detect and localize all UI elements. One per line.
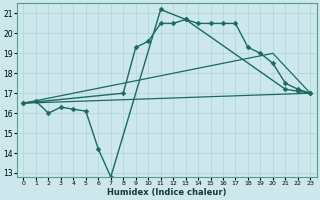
X-axis label: Humidex (Indice chaleur): Humidex (Indice chaleur) (107, 188, 227, 197)
